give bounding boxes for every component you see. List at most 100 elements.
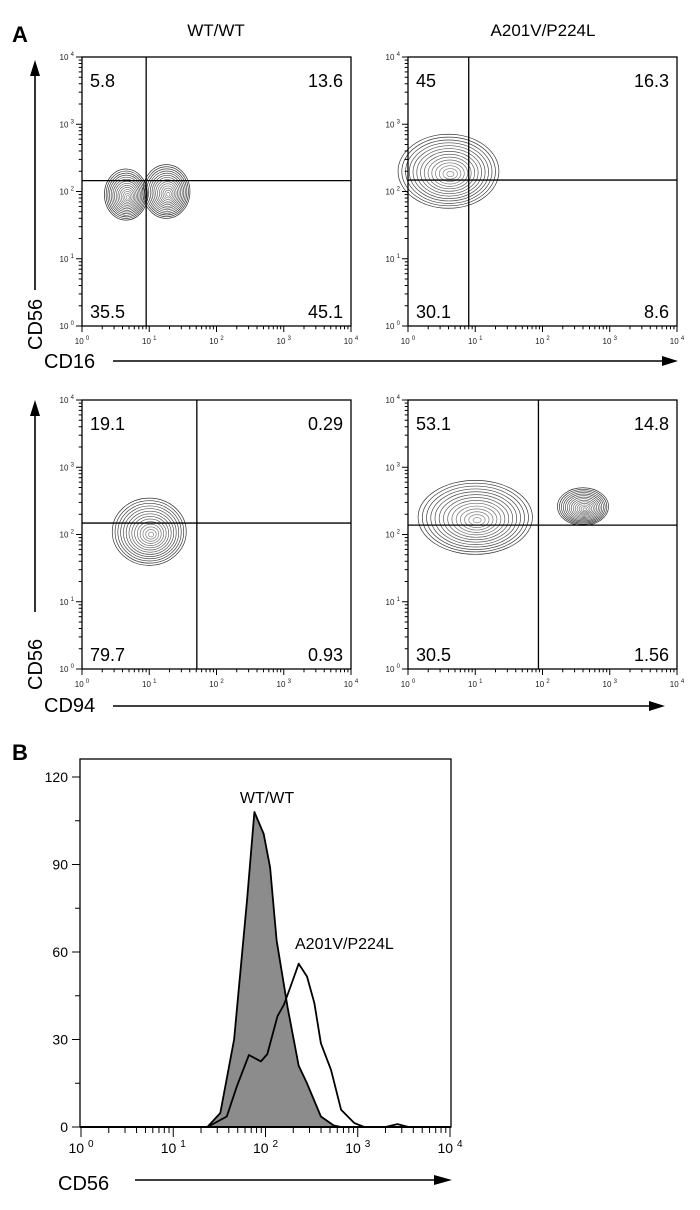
contour-line [426, 485, 525, 550]
y-tick-label: 10 3 [386, 462, 401, 472]
contour-line [131, 516, 170, 551]
contour-line [160, 185, 175, 202]
contour-plot-cd94-mutant: 53.1 14.8 30.5 1.56 10 0 10 1 10 2 10 3 10 4 10 0… [386, 395, 685, 689]
arrowhead-up-icon [30, 400, 40, 416]
x-tick-label: 10 4 [670, 336, 685, 346]
contour-line [447, 499, 506, 538]
contour-line [570, 498, 598, 518]
contour-line [438, 165, 462, 182]
column-title-wt: WT/WT [187, 21, 245, 40]
histogram-series-wt [206, 811, 343, 1128]
contour-plot-cd16-wt: 5.8 13.6 35.5 45.1 10 0 10 1 10 2 10 3 10 4 10 0 1… [60, 52, 359, 346]
x-tick-label: 10 0 [401, 679, 416, 689]
quadrant-lower-right-percent: 8.6 [644, 302, 669, 322]
y-tick-label: 10 1 [60, 597, 75, 607]
x-tick-label: 10 3 [277, 336, 292, 346]
x-tick-label: 10 0 [401, 336, 416, 346]
contour-line [427, 156, 472, 190]
x-tick-label: 10 1 [142, 679, 157, 689]
contour-line [412, 145, 486, 199]
contour-line [408, 142, 489, 202]
quadrant-lower-left-percent: 30.1 [416, 302, 451, 322]
y-tick-label: 30 [52, 1032, 68, 1048]
contour-line [124, 193, 132, 202]
contour-line [435, 162, 465, 185]
quadrant-upper-left-percent: 5.8 [90, 71, 115, 91]
y-tick-label: 10 0 [386, 321, 401, 331]
quadrant-upper-left-percent: 45 [416, 71, 436, 91]
contour-line [443, 497, 510, 541]
contour-line [120, 189, 134, 205]
contour-line [117, 184, 137, 208]
quadrant-upper-left-percent: 53.1 [416, 414, 451, 434]
contour-line [416, 148, 482, 197]
contour-line [421, 482, 529, 553]
contour-line [566, 495, 601, 521]
x-tick-label: 10 2 [535, 336, 550, 346]
contour-line [155, 179, 180, 207]
y-tick-label: 10 4 [386, 52, 401, 62]
contour-plot-cd94-wt: 19.1 0.29 79.7 0.93 10 0 10 1 10 2 10 3 10 4 10 0… [60, 395, 359, 689]
x-tick-label: 10 1 [468, 336, 483, 346]
quadrant-upper-right-percent: 0.29 [308, 414, 343, 434]
x-tick-label: 10 3 [345, 1139, 370, 1156]
y-tick-label: 10 3 [386, 119, 401, 129]
x-tick-label: 10 2 [535, 679, 550, 689]
contour-line [417, 479, 533, 555]
contour-line [446, 171, 455, 178]
x-tick-label: 10 0 [75, 336, 90, 346]
contour-line [111, 497, 187, 566]
contour-line [153, 177, 182, 209]
contour-line [438, 494, 514, 543]
y-tick-label: 10 4 [60, 52, 75, 62]
plot-frame [81, 56, 352, 327]
x-tick-label: 10 2 [209, 679, 224, 689]
contour-line [110, 176, 143, 215]
panel-label-a: A [12, 22, 28, 47]
contour-line [572, 499, 596, 517]
y-tick-label: 10 2 [60, 530, 75, 540]
x-tick-label: 10 3 [603, 336, 618, 346]
contour-line [148, 531, 155, 538]
histogram-cd56: 0 30 60 90 120 10 0 10 1 10 2 10 3 10 4 WT/WT A201V… [45, 758, 463, 1156]
contour-line [145, 529, 157, 540]
contour-line [166, 192, 171, 197]
contour-line [117, 502, 182, 562]
x-tick-label: 10 2 [209, 336, 224, 346]
arrowhead-right-icon [662, 356, 678, 366]
contour-line [122, 191, 133, 203]
contour-line [162, 187, 174, 200]
contour-line [397, 133, 500, 209]
series-label-mutant: A201V/P224L [295, 936, 394, 953]
y-tick-label: 10 0 [386, 664, 401, 674]
contour-line [568, 496, 599, 519]
arrowhead-up-icon [30, 60, 40, 76]
quadrant-lower-left-percent: 30.5 [416, 645, 451, 665]
x-tick-label: 10 4 [437, 1139, 462, 1156]
contour-line [561, 490, 606, 524]
contour-line [576, 503, 593, 515]
y-tick-label: 90 [52, 857, 68, 873]
quadrant-upper-left-percent: 19.1 [90, 414, 125, 434]
quadrant-lower-right-percent: 1.56 [634, 645, 669, 665]
contour-line [562, 492, 604, 523]
y-tick-label: 10 3 [60, 119, 75, 129]
contour-line [455, 505, 498, 533]
quadrant-lower-right-percent: 45.1 [308, 302, 343, 322]
contour-line [114, 500, 185, 564]
contour-line [468, 514, 486, 526]
quadrant-upper-right-percent: 13.6 [308, 71, 343, 91]
quadrant-lower-left-percent: 35.5 [90, 302, 125, 322]
contour-line [148, 170, 186, 214]
x-tick-label: 10 0 [68, 1139, 93, 1156]
y-tick-label: 10 2 [386, 187, 401, 197]
contour-line [423, 153, 476, 192]
x-tick-label: 10 3 [277, 679, 292, 689]
contour-line [125, 195, 130, 200]
contour-line [164, 189, 172, 199]
x-tick-label: 10 2 [253, 1139, 278, 1156]
y-axis-label-row2: CD56 [25, 639, 47, 690]
contour-line [434, 491, 518, 545]
contour-plot-cd16-mutant: 45 16.3 30.1 8.6 10 0 10 1 10 2 10 3 10 4 10 0 10 … [386, 52, 685, 346]
contour-line [149, 172, 185, 212]
